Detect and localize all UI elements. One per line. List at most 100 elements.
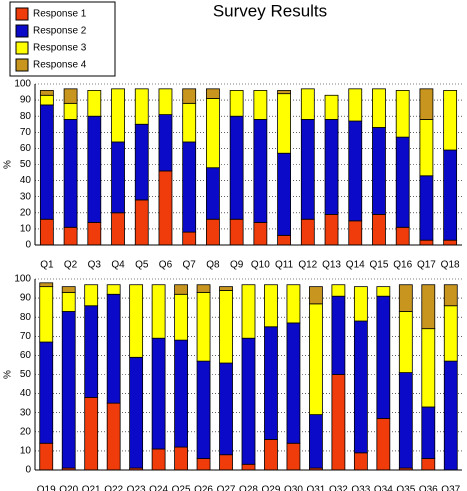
x-tick-label: Q27 [217, 485, 236, 491]
y-tick-label: 90 [20, 95, 32, 106]
x-tick-label: Q13 [322, 260, 341, 271]
bar-segment [63, 119, 78, 228]
bar-segment [443, 284, 458, 307]
x-tick-label: Q1 [40, 260, 54, 271]
bar-segment [84, 305, 99, 398]
bar-segment [398, 284, 413, 312]
bar-segment [398, 372, 413, 469]
y-tick-label: 80 [20, 111, 32, 122]
bar-segment [300, 88, 315, 120]
legend-label: Response 3 [33, 43, 87, 54]
bar-segment [421, 458, 436, 471]
y-tick-label: 10 [20, 446, 32, 457]
bar-segment [309, 286, 323, 305]
x-tick-label: Q12 [298, 260, 317, 271]
bar-segment [300, 218, 315, 246]
y-tick-label: 20 [20, 426, 32, 437]
bar-segment [182, 231, 197, 246]
bar-segment [134, 199, 149, 246]
bar-segment [395, 90, 410, 138]
bar-segment [182, 102, 197, 143]
bar-segment [443, 360, 458, 471]
bar-segment [87, 90, 102, 117]
bar-segment [372, 127, 386, 215]
bar-segment [419, 239, 434, 246]
bar-segment [39, 90, 54, 96]
bar-segment [264, 326, 278, 440]
bar-segment [63, 88, 78, 104]
x-tick-label: Q25 [172, 485, 191, 491]
bar-segment [87, 222, 102, 246]
bar-segment [348, 88, 363, 122]
chart-title: Survey Results [213, 1, 327, 20]
y-tick-label: 50 [20, 369, 32, 380]
x-tick-label: Q3 [88, 260, 102, 271]
legend-swatch [15, 58, 29, 72]
bar-segment [300, 119, 315, 220]
x-tick-label: Q29 [262, 485, 281, 491]
x-tick-label: Q6 [159, 260, 173, 271]
x-tick-label: Q33 [351, 485, 370, 491]
x-tick-label: Q32 [329, 485, 348, 491]
bar-segment [443, 239, 458, 246]
x-tick-label: Q35 [396, 485, 415, 491]
bar-segment [219, 286, 233, 291]
bar-segment [111, 212, 125, 246]
bar-segment [219, 454, 233, 471]
bar-segment [421, 284, 436, 330]
bar-segment [264, 284, 278, 328]
legend-swatch [15, 41, 29, 55]
legend-swatch [15, 24, 29, 38]
bar-segment [158, 114, 173, 172]
x-tick-label: Q5 [135, 260, 149, 271]
bar-segment [111, 88, 125, 143]
bar-segment [63, 226, 78, 246]
x-tick-label: Q11 [275, 260, 294, 271]
bar-segment [61, 311, 76, 469]
bar-segment [182, 88, 197, 104]
x-tick-label: Q21 [82, 485, 101, 491]
bar-segment [151, 337, 166, 450]
x-tick-label: Q23 [127, 485, 146, 491]
x-tick-label: Q20 [59, 485, 78, 491]
bar-segment [372, 88, 386, 128]
bar-segment [39, 94, 54, 106]
bar-segment [421, 328, 436, 408]
x-tick-label: Q14 [346, 260, 365, 271]
bar-segment [421, 406, 436, 459]
y-tick-label: 0 [25, 240, 31, 251]
bar-segment [372, 214, 386, 246]
bar-segment [229, 90, 244, 117]
y-tick-label: 100 [14, 79, 31, 90]
legend-label: Response 1 [33, 9, 87, 20]
y-tick-label: 50 [20, 159, 32, 170]
bar-segment [331, 374, 346, 471]
bar-segment [39, 286, 54, 343]
bar-segment [134, 123, 149, 201]
x-tick-label: Q2 [64, 260, 78, 271]
bar-segment [443, 305, 458, 362]
x-tick-label: Q17 [417, 260, 436, 271]
y-tick-label: 70 [20, 127, 32, 138]
y-tick-label: 70 [20, 331, 32, 342]
bar-segment [229, 115, 244, 220]
bar-segment [229, 218, 244, 246]
bar-segment [331, 295, 346, 375]
y-tick-label: 60 [20, 350, 32, 361]
x-tick-label: Q37 [441, 485, 460, 491]
bar-segment [277, 234, 291, 246]
bar-segment [253, 222, 268, 246]
bar-segment [206, 88, 220, 99]
x-tick-label: Q26 [194, 485, 213, 491]
bar-segment [324, 214, 339, 246]
bar-segment [241, 463, 256, 471]
bar-segment [39, 104, 54, 220]
bar-segment [286, 322, 301, 444]
x-tick-label: Q28 [239, 485, 258, 491]
bar-segment [174, 284, 188, 295]
bar-segment [39, 341, 54, 444]
bar-segment [174, 339, 188, 448]
x-tick-label: Q19 [37, 485, 56, 491]
bar-segment [241, 284, 256, 339]
